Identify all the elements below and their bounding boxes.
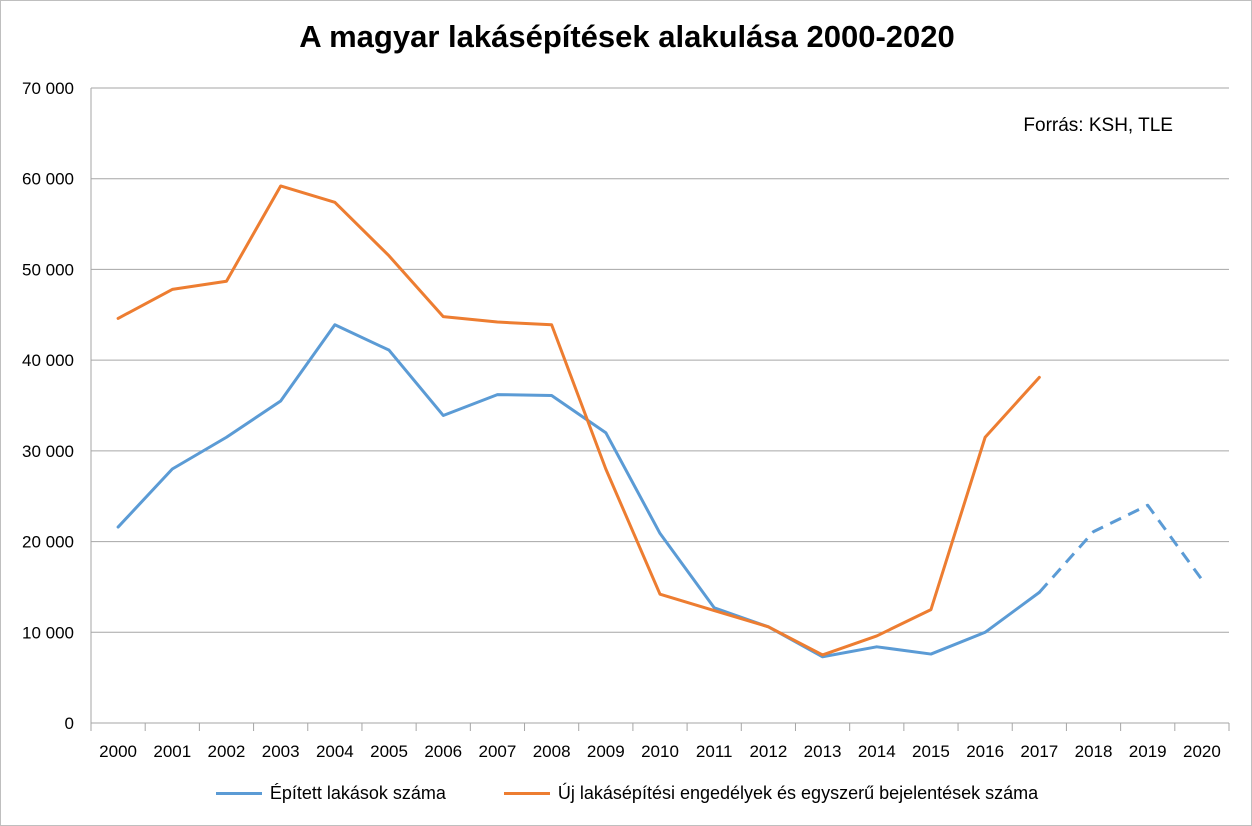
series-lines: [116, 184, 1204, 659]
legend-swatch-orange: [503, 792, 550, 795]
x-tick-label: 2018: [1075, 742, 1113, 761]
y-tick-label: 30 000: [22, 442, 74, 461]
legend: Épített lakások száma Új lakásépítési en…: [1, 783, 1252, 804]
y-tick-label: 40 000: [22, 351, 74, 370]
y-tick-label: 10 000: [22, 623, 74, 642]
x-tick-label: 2011: [696, 742, 733, 761]
x-tick-label: 2010: [641, 742, 679, 761]
source-annotation: Forrás: KSH, TLE: [1023, 115, 1173, 136]
y-tick-label: 70 000: [22, 79, 74, 98]
gridlines: [91, 87, 1229, 633]
x-tick-label: 2012: [749, 742, 787, 761]
legend-label-series-0: Épített lakások száma: [269, 783, 446, 803]
x-tick-label: 2006: [424, 742, 462, 761]
x-tick-label: 2005: [370, 742, 408, 761]
series-line-0-estimate: [1038, 503, 1204, 594]
x-tick-label: 2008: [533, 742, 571, 761]
x-tick-label: 2004: [316, 742, 354, 761]
legend-swatch-blue: [215, 792, 262, 795]
axes: 0 10 000 20 000 30 000 40 000 50 000 60 000 70 …: [22, 79, 1230, 761]
legend-label-series-1: Új lakásépítési engedélyek és egyszerű b…: [557, 783, 1039, 803]
chart-plot: 0 10 000 20 000 30 000 40 000 50 000 60 000 70 …: [22, 79, 1230, 761]
x-tick-label: 2002: [208, 742, 246, 761]
y-tick-label: 60 000: [22, 170, 74, 189]
y-tick-label: 0: [65, 714, 74, 733]
x-tick-label: 2015: [912, 742, 950, 761]
series-line-0: [116, 323, 1041, 659]
y-tick-label: 50 000: [22, 260, 74, 279]
x-tick-label: 2020: [1183, 742, 1221, 761]
series-line-1: [116, 184, 1041, 657]
x-tick-label: 2007: [479, 742, 517, 761]
x-tick-label: 2017: [1020, 742, 1058, 761]
x-tick-label: 2013: [804, 742, 842, 761]
x-tick-label: 2003: [262, 742, 300, 761]
legend-item-series-1: Új lakásépítési engedélyek és egyszerű b…: [503, 783, 1039, 804]
x-tick-label: 2009: [587, 742, 625, 761]
x-tick-label: 2019: [1129, 742, 1167, 761]
x-tick-label: 2016: [966, 742, 1004, 761]
x-tick-label: 2000: [99, 742, 137, 761]
legend-item-series-0: Épített lakások száma: [215, 783, 446, 804]
x-tick-label: 2014: [858, 742, 896, 761]
x-tick-label: 2001: [153, 742, 191, 761]
y-tick-label: 20 000: [22, 533, 74, 552]
chart-title: A magyar lakásépítések alakulása 2000-20…: [299, 19, 955, 54]
